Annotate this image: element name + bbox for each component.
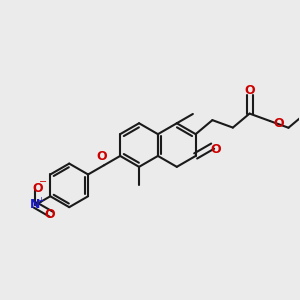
Text: O: O (44, 208, 55, 221)
Text: O: O (32, 182, 43, 195)
Text: −: − (39, 178, 47, 188)
Text: O: O (210, 142, 221, 156)
Text: N: N (30, 199, 40, 212)
Text: O: O (97, 150, 107, 163)
Text: O: O (273, 116, 284, 130)
Text: O: O (244, 84, 255, 97)
Text: +: + (37, 196, 44, 205)
